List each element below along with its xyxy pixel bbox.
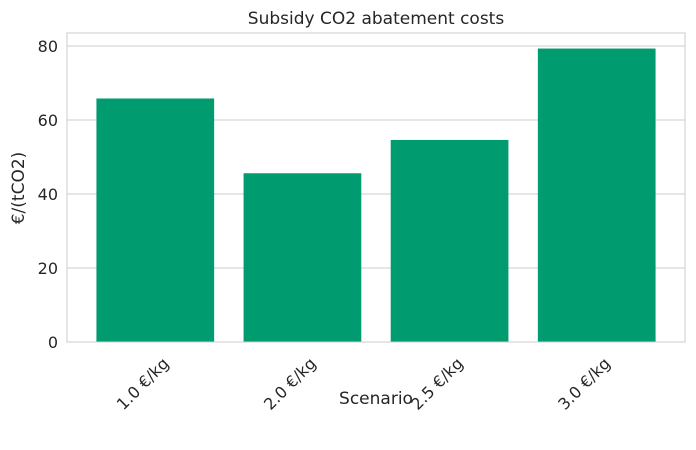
- bar-2: [243, 173, 362, 342]
- plot-frame: [66, 32, 686, 343]
- y-tick-label: 0: [48, 333, 58, 352]
- y-axis-label: €/(tCO2): [9, 152, 29, 225]
- x-tick-label: 3.0 €/kg: [554, 354, 614, 414]
- bars: [96, 48, 656, 343]
- y-tick-labels: 0 20 40 60 80: [38, 37, 58, 352]
- y-tick-label: 60: [38, 111, 58, 130]
- x-tick-label: 2.5 €/kg: [407, 354, 467, 414]
- bar-3: [390, 139, 509, 342]
- y-tick-label: 20: [38, 259, 58, 278]
- y-tick-label: 80: [38, 37, 58, 56]
- chart-title: Subsidy CO2 abatement costs: [248, 9, 505, 29]
- x-tick-label: 2.0 €/kg: [260, 354, 320, 414]
- bar-1: [96, 98, 215, 342]
- x-axis-label: Scenario: [339, 389, 413, 409]
- x-tick-label: 1.0 €/kg: [113, 354, 173, 414]
- y-tick-label: 40: [38, 185, 58, 204]
- bar-4: [537, 48, 656, 343]
